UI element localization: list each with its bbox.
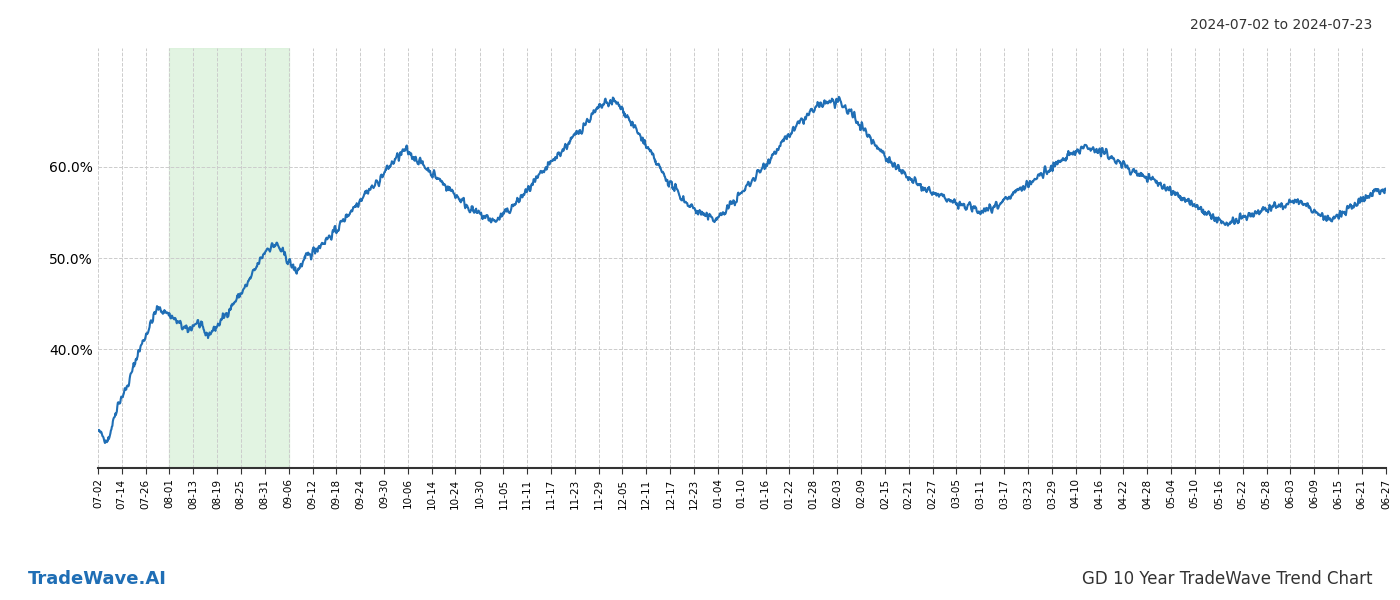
Text: TradeWave.AI: TradeWave.AI <box>28 570 167 588</box>
Text: 2024-07-02 to 2024-07-23: 2024-07-02 to 2024-07-23 <box>1190 18 1372 32</box>
Text: GD 10 Year TradeWave Trend Chart: GD 10 Year TradeWave Trend Chart <box>1081 570 1372 588</box>
Bar <box>169 48 288 468</box>
